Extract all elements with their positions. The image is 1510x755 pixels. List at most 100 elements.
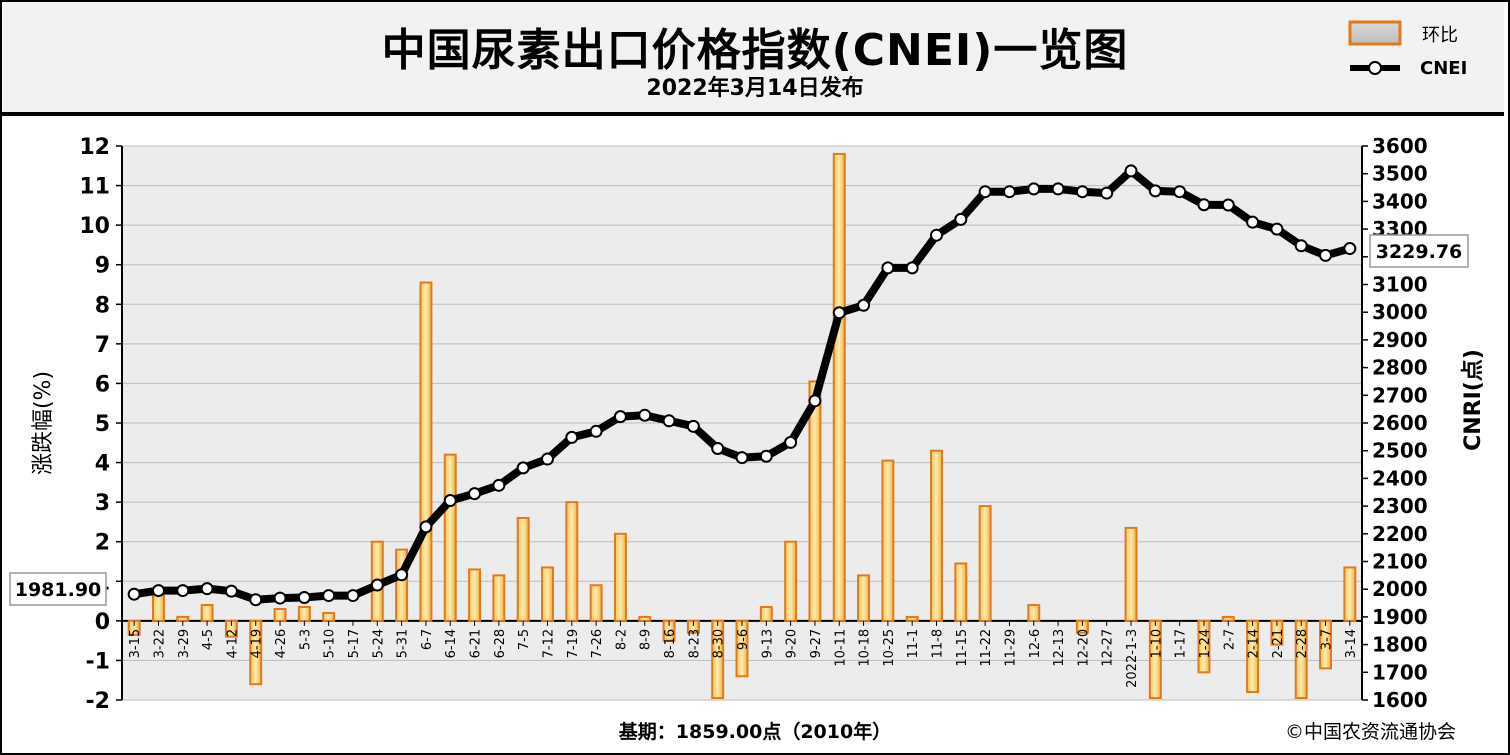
x-tick-label: 2-21 <box>1271 629 1286 659</box>
x-tick-label: 10-18 <box>858 629 873 667</box>
bar <box>1221 615 1235 622</box>
last-value-label: 3229.76 <box>1376 241 1463 263</box>
bar <box>492 574 506 622</box>
cnei-point <box>978 185 992 199</box>
legend-line-marker <box>1368 61 1382 75</box>
cnei-point <box>492 478 506 492</box>
cnei-point <box>1027 182 1041 196</box>
bar <box>419 281 433 622</box>
x-tick-label: 4-12 <box>225 629 240 659</box>
cnei-point <box>1319 248 1333 262</box>
x-tick-label: 12-20 <box>1076 629 1091 667</box>
y-left-tick-label: 8 <box>95 293 110 318</box>
cnei-point <box>249 593 263 607</box>
y-left-axis-title: 涨跌幅(%) <box>31 371 56 475</box>
legend-bar-swatch <box>1348 20 1402 46</box>
cnei-point <box>322 589 336 603</box>
right-axis: 1600 1700 1800 1900 2000 2100 2200 2300 2400 2500… <box>1361 134 1428 712</box>
x-tick-label: 5-3 <box>298 629 313 650</box>
cnei-point <box>151 584 165 598</box>
x-tick-label: 4-5 <box>201 629 216 650</box>
y-left-tick-label: 5 <box>95 412 110 437</box>
bar <box>589 584 603 622</box>
cnei-point <box>1343 242 1357 256</box>
cnei-point <box>613 410 627 424</box>
chart-title: 中国尿素出口价格指数(CNEI)一览图 <box>381 25 1129 76</box>
x-tick-label: 12-6 <box>1028 629 1043 659</box>
cnei-point <box>954 212 968 226</box>
cnei-point <box>176 584 190 598</box>
cnei-point <box>1002 185 1016 199</box>
x-tick-label: 11-1 <box>906 629 921 659</box>
cnei-point <box>1246 215 1260 229</box>
x-tick-label: 9-27 <box>809 629 824 659</box>
y-right-tick-label: 2300 <box>1372 494 1428 518</box>
line-series <box>127 164 1357 607</box>
x-tick-label: 7-12 <box>541 629 556 659</box>
y-left-tick-label: 6 <box>95 372 110 397</box>
x-tick-label: 2022-1-3 <box>1125 629 1140 688</box>
x-tick-label: 10-25 <box>882 629 897 667</box>
x-tick-label: 9-13 <box>760 629 775 659</box>
cnei-point <box>297 591 311 605</box>
bar <box>613 532 627 622</box>
y-right-tick-label: 1900 <box>1372 605 1428 629</box>
y-right-tick-label: 2900 <box>1372 328 1428 352</box>
x-tick-label: 8-2 <box>614 629 629 650</box>
x-tick-label: 3-15 <box>128 629 143 659</box>
y-right-tick-label: 2200 <box>1372 522 1428 546</box>
cnei-point <box>395 568 409 582</box>
x-tick-label: 5-24 <box>371 629 386 659</box>
cnei-point <box>1075 185 1089 199</box>
bar <box>297 606 311 622</box>
x-tick-label: 7-5 <box>517 629 532 650</box>
bar <box>200 604 214 622</box>
bar <box>930 449 943 622</box>
x-tick-label: 6-28 <box>493 629 508 659</box>
y-right-tick-label: 3100 <box>1372 273 1428 297</box>
x-tick-label: 12-13 <box>1052 629 1067 667</box>
cnei-point <box>200 582 214 596</box>
x-tick-label: 2-28 <box>1295 629 1310 659</box>
cnei-point <box>443 494 457 508</box>
chart-subtitle: 2022年3月14日发布 <box>646 76 864 101</box>
x-tick-label: 1-17 <box>1174 629 1189 659</box>
x-tick-label: 2-7 <box>1222 629 1237 650</box>
bar <box>1027 604 1041 622</box>
cnei-point <box>784 435 798 449</box>
y-left-tick-label: 4 <box>95 452 110 477</box>
cnei-point <box>1124 164 1138 178</box>
y-right-tick-label: 1800 <box>1372 633 1428 657</box>
x-tick-label: 3-14 <box>1344 629 1359 659</box>
x-tick-label: 7-26 <box>590 629 605 659</box>
cnei-point <box>930 228 944 242</box>
x-tick-label: 4-26 <box>274 629 289 659</box>
x-tick-label: 3-22 <box>152 629 167 659</box>
cnei-point <box>273 591 287 605</box>
y-left-tick-label: -1 <box>86 649 110 674</box>
y-right-tick-label: 2500 <box>1372 439 1428 463</box>
x-tick-label: 3-29 <box>177 629 192 659</box>
x-tick-label: 3-7 <box>1320 629 1335 650</box>
bar <box>1124 526 1138 622</box>
x-tick-label: 1-24 <box>1198 629 1213 659</box>
bar <box>541 566 554 622</box>
x-tick-label: 4-19 <box>250 629 265 659</box>
y-left-tick-label: 12 <box>79 135 110 160</box>
y-right-tick-label: 3500 <box>1372 162 1428 186</box>
bar <box>322 611 336 622</box>
cnei-point <box>565 430 579 444</box>
y-right-tick-label: 2100 <box>1372 550 1428 574</box>
base-period-note: 基期：1859.00点（2010年） <box>618 720 891 743</box>
legend: 环比 CNEI <box>1348 20 1467 79</box>
bar <box>954 562 968 622</box>
cnei-point <box>589 424 603 438</box>
y-right-tick-label: 3400 <box>1372 189 1428 213</box>
cnei-point <box>881 261 895 275</box>
bar <box>1343 566 1357 622</box>
x-tick-label: 11-15 <box>955 629 970 667</box>
y-right-tick-label: 2000 <box>1372 577 1428 601</box>
y-left-tick-label: 9 <box>95 254 110 279</box>
y-right-tick-label: 2600 <box>1372 411 1428 435</box>
first-value-label: 1981.90 <box>15 579 102 601</box>
